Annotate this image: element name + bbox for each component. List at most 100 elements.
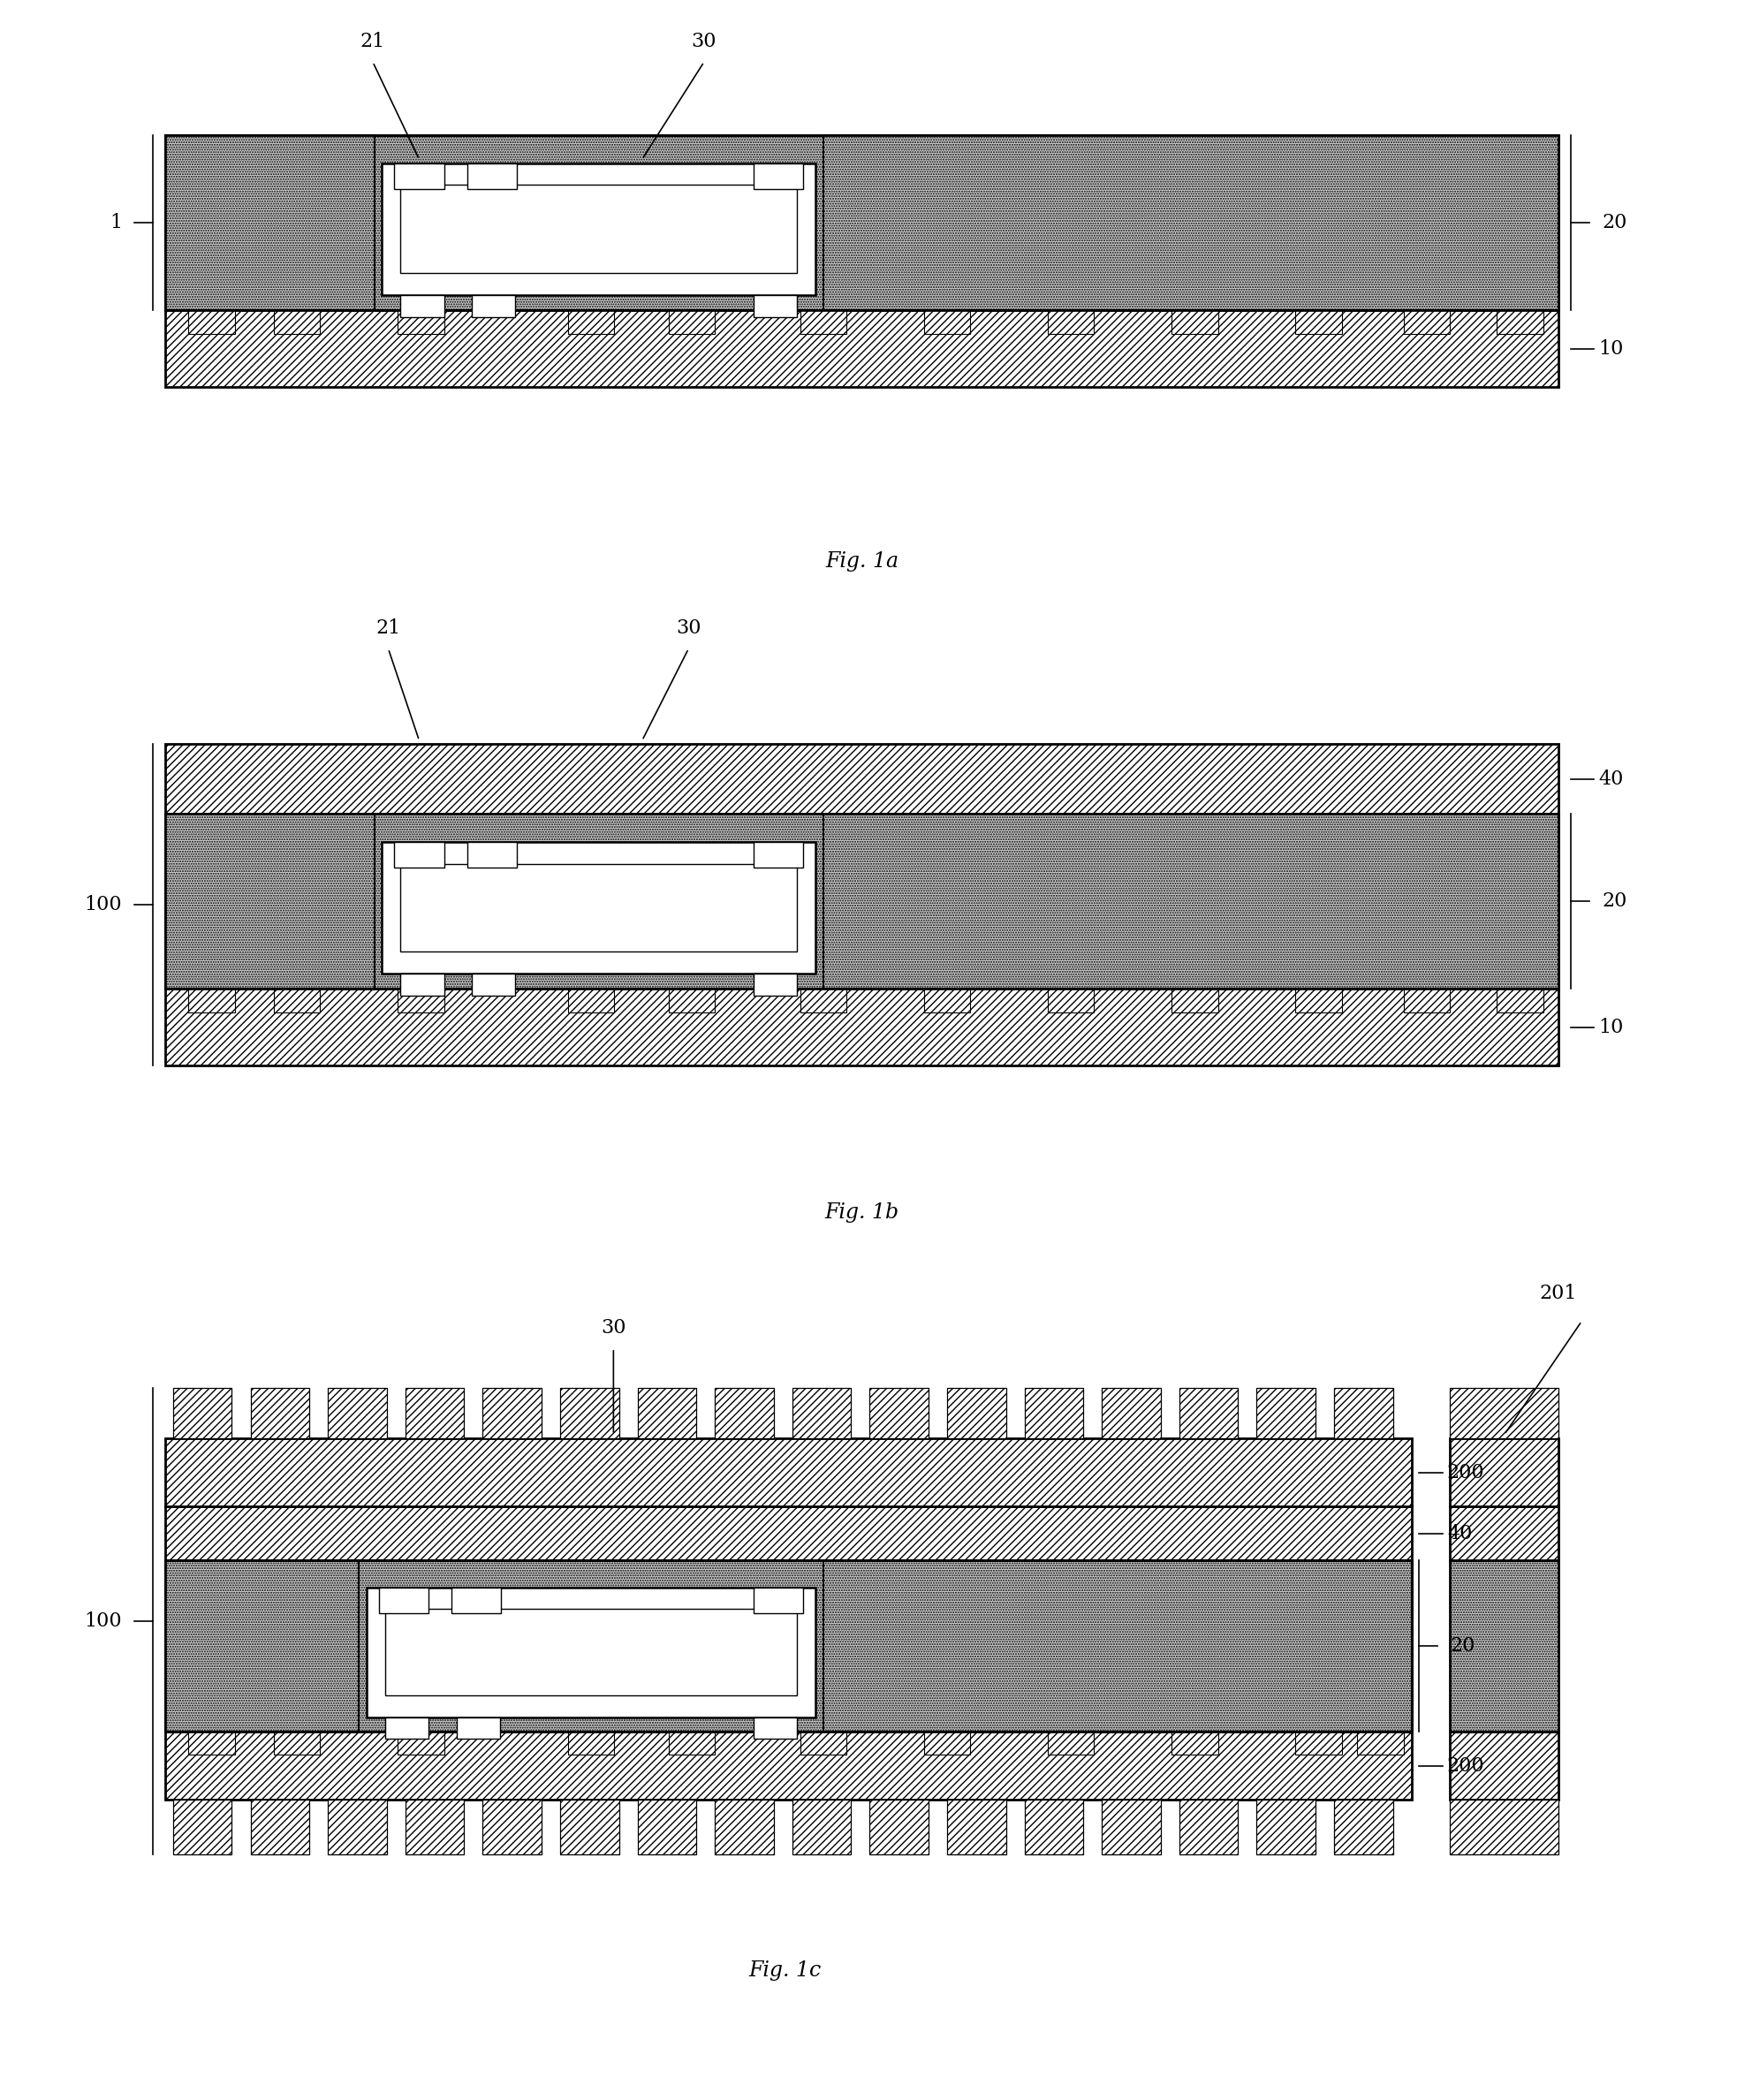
Bar	[800, 989, 846, 1012]
Bar	[394, 842, 443, 867]
Bar	[1024, 1388, 1084, 1439]
Bar	[172, 1800, 232, 1854]
Bar	[637, 1388, 697, 1439]
Bar	[753, 842, 804, 867]
Bar	[165, 989, 1558, 1067]
Text: 100: 100	[84, 1611, 121, 1630]
Bar	[923, 1732, 971, 1756]
Bar	[1333, 1388, 1393, 1439]
Bar	[378, 1588, 429, 1613]
Bar	[366, 1588, 816, 1718]
Bar	[946, 1800, 1006, 1854]
Bar	[568, 989, 614, 1012]
Bar	[753, 974, 797, 995]
Bar	[753, 296, 797, 317]
Bar	[568, 1732, 614, 1756]
Bar	[1256, 1388, 1316, 1439]
Text: 30: 30	[675, 617, 702, 638]
Bar	[1404, 311, 1449, 334]
Bar	[946, 1388, 1006, 1439]
Bar	[482, 1800, 542, 1854]
Bar	[398, 989, 443, 1012]
Bar	[1449, 1560, 1558, 1732]
Bar	[482, 1388, 542, 1439]
Bar	[188, 311, 236, 334]
Bar	[1256, 1800, 1316, 1854]
Bar	[1358, 1732, 1404, 1756]
Text: 10: 10	[1599, 1016, 1624, 1037]
Bar	[468, 164, 517, 189]
Bar	[823, 1560, 1411, 1732]
Bar	[1101, 1388, 1161, 1439]
Bar	[753, 1588, 804, 1613]
Text: 30: 30	[602, 1319, 626, 1338]
Bar	[1101, 1800, 1161, 1854]
Bar	[165, 815, 375, 989]
Bar	[165, 311, 1558, 386]
Bar	[452, 1588, 501, 1613]
Bar	[401, 974, 443, 995]
Bar	[165, 1560, 1411, 1732]
Bar	[1449, 1388, 1558, 1439]
Bar	[456, 1718, 500, 1739]
Bar	[1295, 1732, 1342, 1756]
Bar	[165, 743, 1558, 815]
Text: 30: 30	[691, 32, 716, 50]
Text: 201: 201	[1539, 1283, 1578, 1304]
Bar	[714, 1388, 774, 1439]
Bar	[405, 1388, 464, 1439]
Text: 21: 21	[376, 617, 401, 638]
Text: 20: 20	[1602, 212, 1627, 233]
Bar	[274, 989, 320, 1012]
Bar	[800, 311, 846, 334]
Bar	[559, 1388, 619, 1439]
Bar	[753, 1718, 797, 1739]
Bar	[792, 1388, 851, 1439]
Bar	[382, 164, 816, 296]
Bar	[165, 134, 1558, 311]
Bar	[188, 1732, 236, 1756]
Bar	[405, 1800, 464, 1854]
Bar	[823, 815, 1558, 989]
Bar	[165, 815, 1558, 989]
Text: 200: 200	[1448, 1464, 1485, 1483]
Bar	[165, 134, 1558, 311]
Bar	[1404, 989, 1449, 1012]
Text: Fig. 1b: Fig. 1b	[825, 1203, 899, 1222]
Bar	[1333, 1800, 1393, 1854]
Bar	[668, 1732, 714, 1756]
Bar	[1179, 1800, 1238, 1854]
Text: 100: 100	[84, 895, 121, 916]
Bar	[559, 1800, 619, 1854]
Text: Fig. 1a: Fig. 1a	[825, 552, 899, 571]
Text: Fig. 1c: Fig. 1c	[748, 1961, 821, 1980]
Bar	[1171, 1732, 1217, 1756]
Bar	[1048, 1732, 1094, 1756]
Bar	[250, 1388, 310, 1439]
Bar	[869, 1388, 929, 1439]
Bar	[1449, 1732, 1558, 1800]
Bar	[401, 296, 443, 317]
Bar	[753, 164, 804, 189]
Bar	[568, 311, 614, 334]
Text: 200: 200	[1448, 1756, 1485, 1774]
Bar	[165, 134, 375, 311]
Bar	[327, 1388, 387, 1439]
Bar	[923, 989, 971, 1012]
Bar	[1171, 311, 1217, 334]
Text: 1: 1	[109, 212, 121, 233]
Bar	[385, 1718, 429, 1739]
Text: 21: 21	[361, 32, 385, 50]
Bar	[668, 989, 714, 1012]
Bar	[274, 1732, 320, 1756]
Bar	[165, 1732, 1411, 1800]
Bar	[1497, 311, 1543, 334]
Bar	[382, 842, 816, 974]
Bar	[398, 311, 443, 334]
Bar	[398, 1732, 443, 1756]
Bar	[1497, 989, 1543, 1012]
Bar	[792, 1800, 851, 1854]
Bar	[1449, 1439, 1558, 1506]
Bar	[401, 185, 797, 273]
Bar	[165, 1560, 359, 1732]
